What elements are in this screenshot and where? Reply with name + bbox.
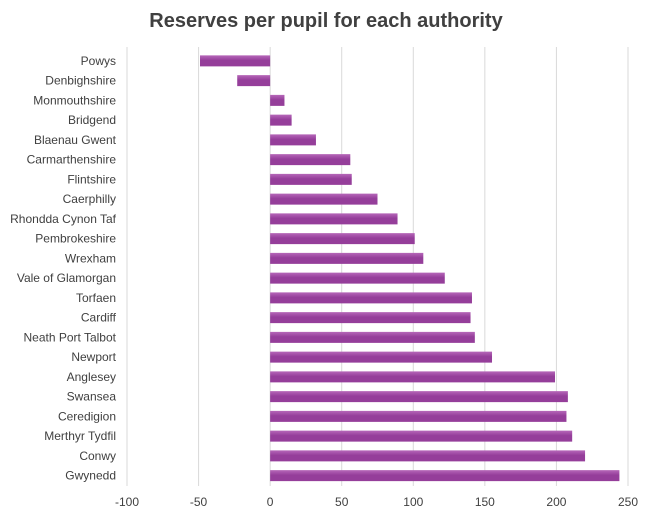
x-tick-label: -100 [115, 495, 139, 509]
bar [270, 331, 475, 343]
x-tick-label: 100 [403, 495, 423, 509]
category-label: Caerphilly [63, 192, 116, 206]
x-tick-label: 250 [618, 495, 638, 509]
category-label: Flintshire [67, 172, 116, 186]
x-tick-label: 150 [475, 495, 495, 509]
bar [270, 173, 352, 185]
category-label: Swansea [67, 390, 117, 404]
bar [270, 410, 567, 422]
category-label: Carmarthenshire [27, 153, 117, 167]
category-label: Bridgend [68, 113, 116, 127]
bar [270, 154, 351, 166]
x-tick-label: 50 [335, 495, 349, 509]
category-label: Monmouthshire [33, 93, 116, 107]
bar [270, 391, 568, 403]
category-labels: Powys Denbighshire Monmouthshire Bridgend Bl… [10, 54, 117, 483]
category-label: Pembrokeshire [35, 232, 116, 246]
category-label: Merthyr Tydfil [44, 429, 116, 443]
category-label: Rhondda Cynon Taf [10, 212, 117, 226]
bar [270, 94, 285, 106]
category-label: Neath Port Talbot [23, 330, 116, 344]
bar [270, 233, 415, 245]
category-label: Ceredigion [58, 409, 116, 423]
x-tick-label: 0 [267, 495, 274, 509]
bar [237, 75, 271, 87]
x-axis-tick-labels: -100 -50 0 50 100 150 200 250 [115, 495, 638, 509]
bar [200, 55, 271, 67]
bar [270, 193, 378, 205]
category-label: Powys [81, 54, 116, 68]
bar [270, 272, 445, 284]
x-tick-label: -50 [190, 495, 208, 509]
bar [270, 430, 573, 442]
category-label: Vale of Glamorgan [17, 271, 116, 285]
chart-title: Reserves per pupil for each authority [149, 10, 503, 32]
bar [270, 114, 292, 126]
bar [270, 312, 471, 324]
category-label: Newport [71, 350, 116, 364]
category-label: Blaenau Gwent [34, 133, 117, 147]
bars [200, 55, 620, 482]
category-label: Gwynedd [65, 469, 116, 483]
bar [270, 134, 316, 146]
x-tick-label: 200 [546, 495, 566, 509]
category-label: Conwy [79, 449, 116, 463]
category-label: Torfaen [76, 291, 116, 305]
bar [270, 351, 493, 363]
bar [270, 470, 620, 482]
bar [270, 252, 424, 264]
bar [270, 450, 586, 462]
category-label: Cardiff [81, 311, 117, 325]
category-label: Anglesey [67, 370, 116, 384]
category-label: Wrexham [65, 251, 116, 265]
bar [270, 213, 398, 225]
category-label: Denbighshire [45, 74, 116, 88]
bar [270, 292, 472, 304]
bar [270, 371, 555, 383]
